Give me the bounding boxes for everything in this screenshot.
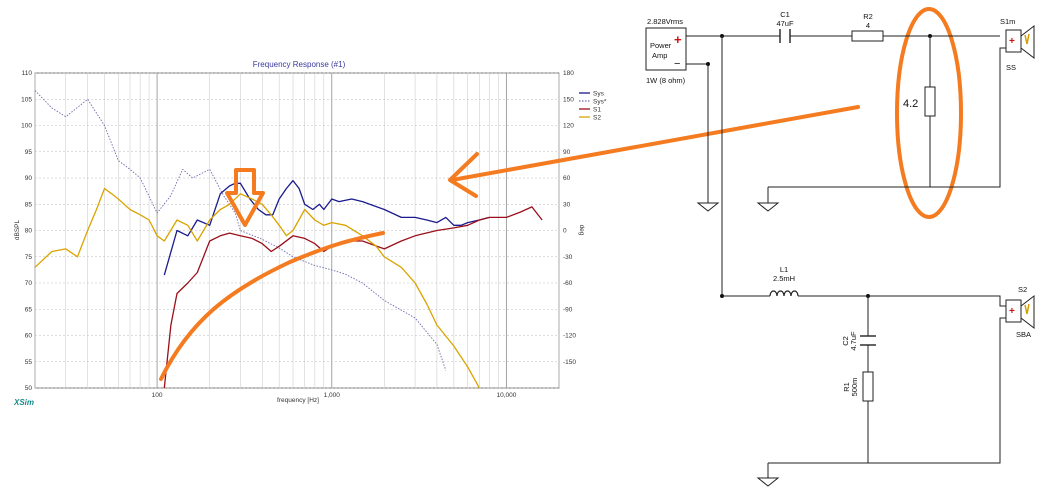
y2-tick-label: -120 (563, 333, 576, 340)
y-tick-label: 110 (22, 70, 33, 77)
source-voltage-label: 2.828Vrms (647, 17, 683, 26)
r1-name: R1 (842, 382, 851, 392)
y-tick-label: 100 (21, 123, 32, 130)
s2-polarity-mark (1024, 303, 1030, 315)
y-tick-label: 65 (25, 306, 33, 313)
y-tick-label: 60 (25, 333, 33, 340)
r2-name: R2 (863, 12, 873, 21)
orange-annotations (159, 7, 963, 381)
y-tick-label: 85 (25, 201, 33, 208)
y2-tick-label: 120 (563, 123, 574, 130)
xsim-brand: XSim (13, 398, 34, 407)
x-tick-label: 1,000 (324, 392, 341, 399)
series-line-sys (163, 179, 490, 276)
y-tick-label: 55 (25, 359, 33, 366)
frequency-response-chart: Frequency Response (#1) 50 55 60 65 70 75 80 85… (13, 60, 607, 407)
y-tick-label: 50 (25, 385, 33, 392)
y2-tick-label: 0 (563, 228, 567, 235)
s1-sub: SS (1006, 63, 1016, 72)
y-tick-label: 75 (25, 254, 33, 261)
s1-return-wire (768, 47, 1006, 188)
node-dot (706, 62, 710, 66)
y2-tick-label: 180 (563, 70, 574, 77)
series-lines (34, 90, 543, 389)
l1-value: 2.5mH (773, 274, 795, 283)
r1-resistor (862, 371, 874, 402)
shunt-resistor-label: 4.2 (903, 98, 918, 110)
amp-rating-label: 1W (8 ohm) (646, 76, 686, 85)
amp-label-amp: Amp (652, 51, 667, 60)
grid (34, 72, 560, 389)
amp-minus-sign: − (674, 58, 680, 70)
y2-tick-label: -30 (563, 254, 573, 261)
s2-sub: SBA (1016, 330, 1031, 339)
s2-return-wire (768, 317, 1006, 464)
series-line-sys-star (34, 90, 447, 371)
ground-symbol (756, 477, 780, 487)
y2-tick-label: 60 (563, 175, 571, 182)
pointer-arrow-head (448, 152, 479, 198)
shunt-resistor (924, 86, 936, 117)
y-tick-label: 80 (25, 228, 33, 235)
s1-polarity-mark (1024, 33, 1030, 45)
highlight-curve-annotation (159, 231, 385, 381)
r2-value: 4 (866, 21, 870, 30)
c1-value: 47uF (776, 19, 794, 28)
c2-value: 4.7uF (849, 331, 858, 351)
l1-inductor (769, 290, 799, 297)
y2-tick-label: 30 (563, 201, 571, 208)
chart-title: Frequency Response (#1) (253, 60, 346, 69)
l1-branch-wire (721, 36, 1006, 307)
y-axis-ticks: 50 55 60 65 70 75 80 85 90 95 100 105 110 (21, 70, 32, 392)
x-axis-label: frequency [Hz] (277, 397, 319, 404)
ground-symbol (696, 202, 720, 212)
series-line-s2 (34, 187, 480, 389)
y2-axis-ticks: -150 -120 -90 -60 -30 0 30 60 90 120 150 180 (563, 70, 576, 366)
amp-label-power: Power (650, 41, 672, 50)
r2-resistor (851, 30, 884, 42)
y2-tick-label: -60 (563, 280, 573, 287)
series-line-s1 (163, 206, 543, 389)
y2-axis-label: deg (578, 225, 585, 236)
resistor-highlight-ellipse (895, 7, 963, 219)
ground-symbol (756, 202, 780, 212)
x-tick-label: 100 (152, 392, 163, 399)
legend-label: Sys (593, 91, 605, 98)
y-axis-label: dBSPL (14, 220, 21, 241)
s2-plus: + (1009, 306, 1015, 317)
s1-name: S1m (1000, 17, 1015, 26)
c1-name: C1 (780, 10, 790, 19)
power-amp-box (645, 27, 687, 71)
y2-tick-label: -150 (563, 359, 576, 366)
r1-value: 500m (850, 378, 859, 397)
y2-tick-label: 150 (563, 96, 574, 103)
pointer-arrow-line (450, 105, 860, 182)
y2-tick-label: 90 (563, 149, 571, 156)
x-tick-label: 10,000 (496, 392, 516, 399)
l1-name: L1 (780, 265, 788, 274)
x-axis-ticks: 100 1,000 10,000 (152, 392, 517, 399)
legend-label: Sys* (593, 99, 607, 106)
c2-name: C2 (841, 336, 850, 346)
y-tick-label: 90 (25, 175, 33, 182)
y-tick-label: 70 (25, 280, 33, 287)
legend-label: S2 (593, 115, 601, 122)
amp-plus-sign: + (674, 32, 682, 47)
y-tick-label: 105 (21, 96, 32, 103)
s1-plus: + (1009, 36, 1015, 47)
down-arrow-annotation (225, 168, 265, 227)
node-dot (720, 294, 724, 298)
s2-name: S2 (1018, 285, 1027, 294)
y-tick-label: 95 (25, 149, 33, 156)
crossover-schematic: 2.828Vrms Power Amp + − 1W (8 ohm) C1 47… (645, 10, 1035, 487)
legend-label: S1 (593, 107, 601, 114)
y2-tick-label: -90 (563, 306, 573, 313)
